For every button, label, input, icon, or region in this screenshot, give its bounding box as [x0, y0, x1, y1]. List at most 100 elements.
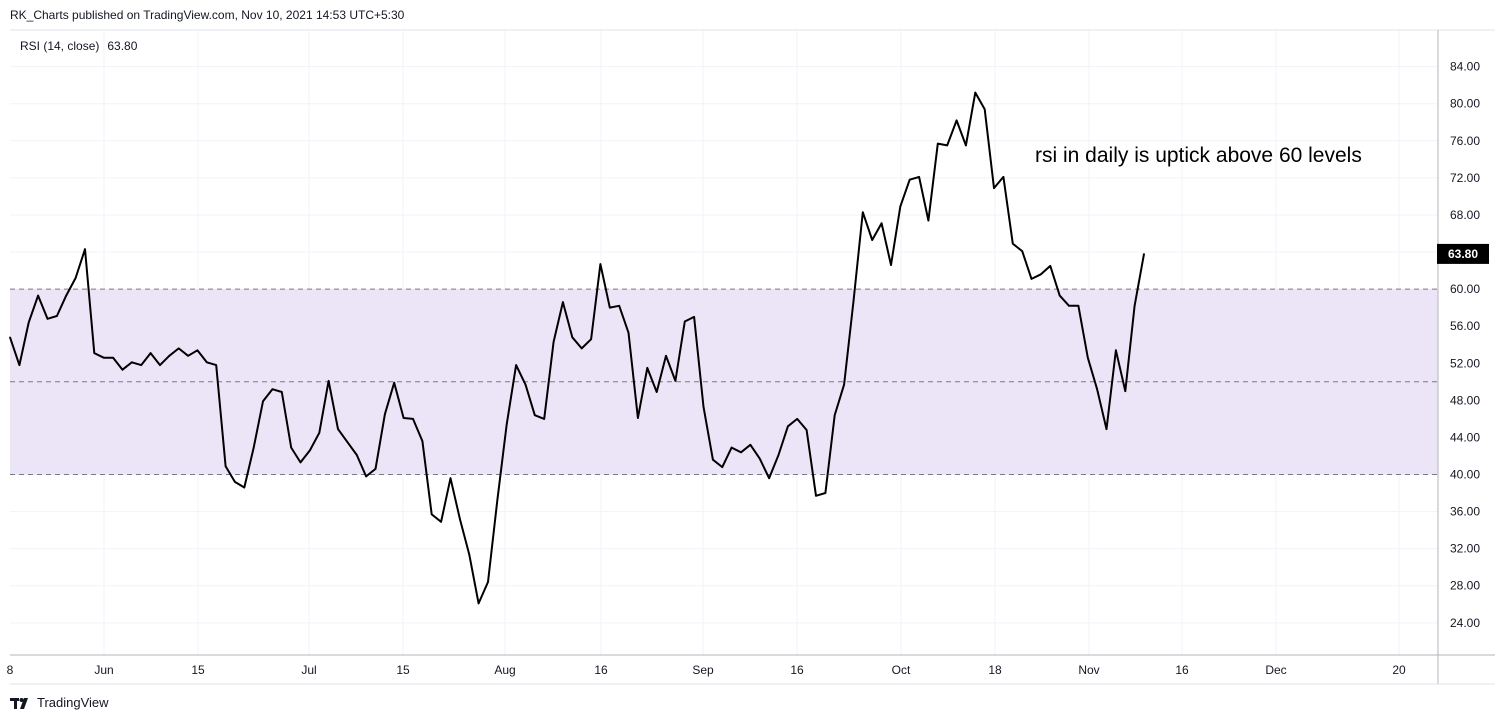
y-tick-label: 68.00 — [1450, 208, 1480, 222]
rsi-point — [374, 468, 377, 470]
rsi-point — [271, 388, 274, 391]
rsi-point — [215, 364, 217, 366]
indicator-label: RSI (14, close) — [20, 39, 99, 53]
rsi-point — [899, 205, 902, 208]
last-value-badge: 63.80 — [1437, 243, 1489, 264]
rsi-point — [243, 486, 246, 489]
x-axis-labels: 8 Jun 15 Jul 15 Aug 16 Sep 16 Oct 18 Nov 16 Dec 20 — [7, 663, 1406, 677]
rsi-point — [674, 380, 677, 382]
rsi-point — [590, 338, 592, 341]
rsi-point — [1002, 176, 1005, 178]
rsi-point — [1087, 356, 1089, 359]
rsi-point — [852, 300, 855, 303]
rsi-point — [759, 457, 761, 460]
rsi-point — [1030, 278, 1033, 280]
rsi-point — [281, 391, 283, 393]
y-tick-label: 60.00 — [1450, 282, 1480, 296]
rsi-point — [927, 219, 930, 222]
rsi-point — [1124, 390, 1127, 392]
rsi-point — [27, 321, 30, 324]
rsi-point — [749, 444, 752, 446]
rsi-point — [609, 306, 611, 309]
x-tick-label: Nov — [1078, 663, 1099, 677]
rsi-point — [346, 441, 349, 443]
rsi-point — [655, 391, 658, 393]
rsi-point — [693, 316, 695, 318]
rsi-point — [843, 383, 845, 386]
rsi-point — [327, 380, 330, 382]
rsi-point — [505, 423, 508, 426]
rsi-point — [234, 481, 236, 483]
y-tick-label: 72.00 — [1450, 171, 1480, 185]
rsi-point — [477, 602, 480, 605]
rsi-point — [131, 361, 133, 364]
rsi-point — [140, 364, 142, 366]
rsi-point — [93, 352, 96, 354]
indicator-legend: RSI (14, close) 63.80 — [20, 39, 138, 53]
tradingview-footer[interactable]: TradingView — [10, 695, 109, 710]
rsi-point — [918, 176, 920, 178]
rsi-point — [309, 449, 311, 452]
rsi-point — [9, 336, 11, 339]
y-tick-label: 40.00 — [1450, 468, 1480, 482]
rsi-point — [787, 425, 789, 428]
rsi-band — [10, 288, 1438, 475]
y-tick-label: 28.00 — [1450, 579, 1480, 593]
rsi-point — [496, 499, 499, 502]
rsi-point — [56, 315, 58, 317]
x-tick-label: 15 — [191, 663, 205, 677]
rsi-point — [196, 349, 199, 352]
rsi-point — [824, 492, 827, 494]
x-tick-label: 16 — [594, 663, 608, 677]
indicator-value: 63.80 — [107, 39, 137, 53]
rsi-series-line — [9, 91, 1145, 605]
rsi-point — [74, 277, 77, 279]
x-tick-label: 16 — [1175, 663, 1189, 677]
rsi-point — [721, 466, 724, 468]
y-tick-label: 56.00 — [1450, 319, 1480, 333]
rsi-point — [684, 320, 686, 323]
rsi-point — [1077, 305, 1080, 307]
rsi-point — [965, 144, 967, 147]
rsi-point — [524, 383, 527, 386]
rsi-point — [393, 381, 396, 384]
rsi-point — [890, 264, 892, 266]
rsi-point — [487, 581, 489, 583]
rsi-point — [1115, 349, 1117, 352]
rsi-point — [187, 355, 189, 357]
y-axis-labels: 84.0080.0076.0072.0068.0064.0060.0056.00… — [1450, 60, 1480, 630]
rsi-point — [337, 428, 339, 430]
last-value-text: 63.80 — [1448, 247, 1478, 261]
rsi-point — [862, 211, 864, 213]
rsi-point — [112, 356, 114, 359]
rsi-point — [712, 458, 714, 461]
rsi-point — [730, 446, 733, 449]
rsi-point — [515, 364, 517, 366]
rsi-point — [908, 178, 911, 181]
rsi-point — [252, 446, 255, 449]
rsi-point — [290, 446, 293, 449]
x-tick-label: Jul — [301, 663, 316, 677]
x-tick-label: 18 — [988, 663, 1002, 677]
rsi-point — [1068, 305, 1070, 307]
rsi-point — [805, 429, 808, 431]
rsi-point — [880, 222, 883, 225]
rsi-point — [102, 356, 105, 359]
rsi-point — [1021, 250, 1023, 252]
chart-annotation: rsi in daily is uptick above 60 levels — [1035, 144, 1362, 167]
rsi-point — [459, 518, 461, 520]
rsi-point — [618, 305, 620, 307]
y-tick-label: 52.00 — [1450, 356, 1480, 370]
rsi-point — [937, 142, 939, 145]
x-tick-label: Oct — [892, 663, 911, 677]
rsi-point — [421, 440, 424, 442]
x-tick-label: 20 — [1392, 663, 1406, 677]
rsi-point — [1058, 294, 1061, 297]
rsi-point — [1012, 242, 1014, 245]
rsi-point — [1133, 305, 1136, 307]
rsi-point — [1049, 265, 1052, 267]
rsi-point — [833, 414, 836, 417]
rsi-point — [412, 418, 414, 420]
rsi-point — [815, 495, 817, 497]
